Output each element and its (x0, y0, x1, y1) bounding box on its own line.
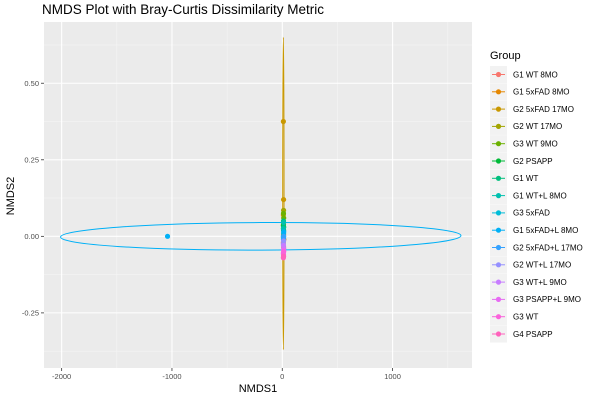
legend-key-point (495, 331, 502, 337)
y-axis-title: NMDS2 (5, 177, 17, 216)
legend-item: G1 5xFAD+L 8MO (490, 221, 578, 239)
y-axis-ticks: -0.25 0.00 0.25 0.50 (22, 79, 44, 317)
legend-item: G2 PSAPP (490, 152, 553, 170)
legend-label: G1 WT 8MO (513, 70, 558, 79)
legend-label: G1 WT (513, 174, 538, 183)
legend-label: G2 5xFAD+L 17MO (513, 243, 583, 252)
legend-label: G2 WT 17MO (513, 122, 562, 131)
legend-label: G1 5xFAD+L 8MO (513, 226, 578, 235)
legend-key-point (495, 175, 502, 181)
y-tick-label: 0.00 (24, 232, 39, 241)
legend-label: G2 WT+L 17MO (513, 261, 571, 270)
data-point (281, 229, 287, 235)
data-point (280, 219, 287, 226)
legend-item: G3 PSAPP+L 9MO (490, 290, 581, 308)
data-point (281, 233, 287, 239)
legend-label: G3 WT (513, 313, 538, 322)
legend-item: G3 WT+L 9MO (490, 273, 567, 291)
x-axis-ticks: -2000 -1000 0 1000 (52, 368, 401, 381)
y-tick-label: 0.50 (24, 79, 39, 88)
legend-item: G2 5xFAD+L 17MO (490, 239, 583, 256)
data-point (280, 196, 287, 203)
data-point (280, 118, 286, 125)
legend-label: G3 5xFAD (513, 209, 550, 218)
legend-item: G2 5xFAD 17MO (490, 100, 574, 118)
plot-panel (44, 22, 472, 368)
legend-item: G3 5xFAD (490, 204, 550, 222)
group-ellipse (60, 222, 462, 251)
legend-label: G1 WT+L 8MO (513, 191, 567, 200)
legend-label: G3 WT 9MO (513, 140, 558, 149)
legend-key-point (495, 141, 502, 147)
legend-label: G3 PSAPP+L 9MO (513, 295, 581, 304)
x-axis-title: NMDS1 (239, 383, 278, 395)
confidence-ellipses (60, 36, 462, 351)
x-tick-label: 1000 (384, 372, 401, 381)
legend-key-point (495, 71, 502, 78)
data-point (281, 249, 287, 255)
legend-item: G1 5xFAD 8MO (490, 83, 569, 101)
legend-label: G1 5xFAD 8MO (513, 88, 569, 97)
legend-key-point (495, 314, 502, 320)
legend-label: G2 PSAPP (513, 157, 553, 166)
legend-item: G4 PSAPP (490, 325, 553, 343)
legend-item: G3 WT 9MO (490, 135, 558, 153)
legend-label: G2 5xFAD 17MO (513, 105, 574, 114)
legend-key-point (495, 244, 502, 251)
data-point (280, 210, 287, 216)
y-tick-label: -0.25 (22, 308, 39, 317)
data-point (164, 233, 171, 239)
minor-gridlines (44, 22, 472, 368)
legend-item: G3 WT (490, 308, 538, 326)
legend: Group G1 WT 8MO G1 5xFAD 8MO G2 5xFAD 17MO… (490, 50, 583, 343)
legend-key-point (495, 89, 502, 95)
legend-key-point (495, 296, 502, 302)
data-point (280, 255, 286, 261)
data-points (164, 118, 287, 261)
legend-key-point (495, 193, 502, 199)
legend-key-point (495, 210, 502, 216)
legend-key-point (495, 158, 502, 164)
legend-item: G1 WT+L 8MO (490, 187, 567, 205)
legend-label: G3 WT+L 9MO (513, 278, 567, 287)
x-tick-label: 0 (280, 372, 284, 381)
x-tick-label: -2000 (52, 372, 71, 381)
legend-item: G2 WT 17MO (490, 117, 562, 135)
x-tick-label: -1000 (162, 372, 181, 381)
legend-title: Group (490, 50, 521, 62)
y-tick-label: 0.25 (24, 155, 39, 164)
chart-title: NMDS Plot with Bray-Curtis Dissimilarity… (42, 2, 324, 17)
legend-item: G1 WT (490, 169, 538, 187)
legend-key-point (495, 279, 502, 285)
group-ellipse (282, 36, 285, 351)
legend-key-point (495, 106, 502, 112)
legend-key-point (495, 262, 502, 268)
legend-key-point (495, 227, 502, 233)
legend-item: G2 WT+L 17MO (490, 256, 571, 274)
legend-key-point (495, 123, 502, 129)
legend-item: G1 WT 8MO (490, 66, 558, 83)
legend-label: G4 PSAPP (513, 330, 553, 339)
major-gridlines (44, 22, 472, 368)
